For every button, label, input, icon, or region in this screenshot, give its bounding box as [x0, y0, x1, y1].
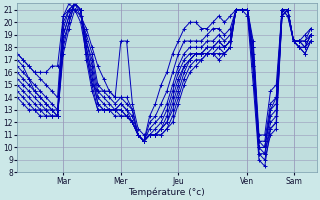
X-axis label: Température (°c): Température (°c) [129, 187, 205, 197]
